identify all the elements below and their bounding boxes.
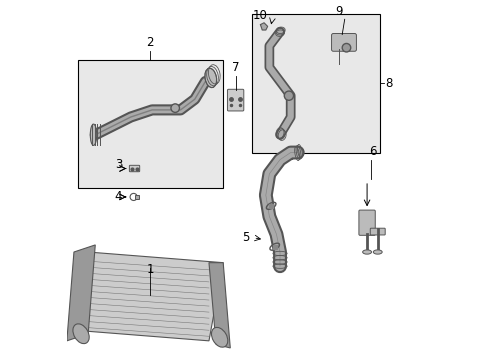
Text: 8: 8	[384, 77, 391, 90]
FancyBboxPatch shape	[358, 210, 374, 235]
Bar	[77, 60, 223, 188]
Text: 3: 3	[115, 158, 122, 171]
Text: 5: 5	[242, 231, 249, 244]
Ellipse shape	[73, 324, 89, 344]
Text: 4: 4	[114, 190, 122, 203]
Circle shape	[342, 44, 350, 52]
Circle shape	[284, 91, 293, 100]
Polygon shape	[74, 252, 223, 341]
Polygon shape	[260, 23, 267, 30]
Ellipse shape	[211, 327, 227, 347]
Ellipse shape	[362, 250, 371, 254]
Circle shape	[171, 104, 179, 112]
Text: 7: 7	[231, 61, 239, 75]
Text: 2: 2	[146, 36, 154, 49]
Polygon shape	[67, 245, 95, 341]
FancyBboxPatch shape	[129, 165, 140, 172]
Polygon shape	[208, 263, 230, 348]
Text: 6: 6	[368, 145, 376, 158]
FancyBboxPatch shape	[369, 228, 385, 235]
Bar	[251, 14, 379, 153]
Ellipse shape	[90, 124, 97, 145]
Text: 10: 10	[252, 9, 267, 22]
Text: 1: 1	[146, 263, 154, 276]
FancyBboxPatch shape	[331, 33, 356, 51]
Ellipse shape	[204, 68, 216, 87]
Ellipse shape	[372, 250, 382, 254]
Text: 9: 9	[334, 5, 342, 18]
FancyBboxPatch shape	[227, 89, 244, 111]
